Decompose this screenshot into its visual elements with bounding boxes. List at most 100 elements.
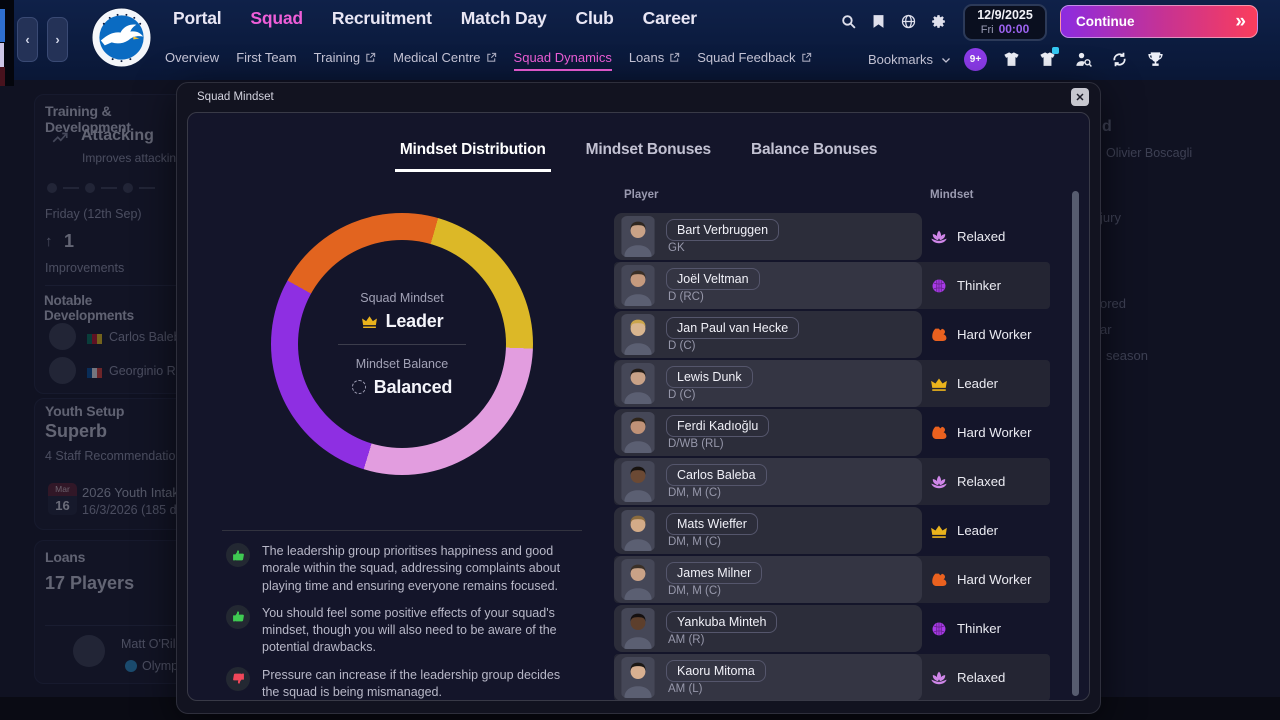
squad-alert-shirt-icon[interactable] [1035, 47, 1060, 72]
table-row[interactable]: James Milner DM, M (C) Hard Worker [614, 556, 1050, 603]
history-back-button[interactable]: ‹ [17, 17, 38, 62]
nav-item-squad[interactable]: Squad [250, 8, 303, 28]
game-date-box[interactable]: 12/9/2025 Fri 00:00 [963, 4, 1047, 41]
tab-mindset-distribution[interactable]: Mindset Distribution [394, 141, 551, 172]
history-forward-button[interactable]: › [47, 17, 68, 62]
gear-icon[interactable] [930, 13, 947, 30]
biceps-icon [930, 424, 948, 442]
player-name-pill: Bart Verbruggen [666, 219, 780, 241]
background-text-fragment: Olivier Boscagli [1106, 146, 1193, 160]
player-card: Lewis Dunk D (C) [614, 360, 922, 407]
panel-title: Youth Setup [45, 403, 125, 419]
bookmarks-dropdown[interactable]: Bookmarks [868, 52, 952, 67]
tab-mindset-bonuses[interactable]: Mindset Bonuses [585, 141, 712, 158]
intake-date: 16/3/2026 (185 d [82, 503, 177, 517]
note-text: Pressure can increase if the leadership … [262, 667, 561, 699]
table-row[interactable]: Jan Paul van Hecke D (C) Hard Worker [614, 311, 1050, 358]
table-row[interactable]: Mats Wieffer DM, M (C) Leader [614, 507, 1050, 554]
player-photo [621, 461, 655, 502]
table-row[interactable]: Kaoru Mitoma AM (L) Relaxed [614, 654, 1050, 700]
mindset-label: Thinker [957, 621, 1001, 636]
search-icon[interactable] [840, 13, 857, 30]
squad-shirt-icon[interactable] [999, 47, 1024, 72]
loans-count: 17 Players [45, 573, 135, 593]
up-arrow-icon: ↑ [45, 233, 53, 250]
subnav-item-first-team[interactable]: First Team [236, 50, 297, 65]
note-text: You should feel some positive effects of… [262, 605, 557, 655]
player-photo [621, 608, 655, 649]
globe-icon[interactable] [900, 13, 917, 30]
background-text-fragment: season [1106, 348, 1148, 363]
mindset-note: The leadership group prioritises happine… [226, 543, 578, 595]
close-button[interactable]: ✕ [1071, 88, 1089, 106]
mindset-note: You should feel some positive effects of… [226, 604, 578, 657]
nav-item-career[interactable]: Career [642, 8, 697, 28]
squad-mindset-dialog: Squad Mindset ✕ Mindset Distribution Mind… [176, 82, 1101, 714]
table-row[interactable]: Joël Veltman D (RC) Thinker [614, 262, 1050, 309]
intake-label: 2026 Youth Intake [82, 485, 186, 500]
player-name-pill: James Milner [666, 562, 763, 584]
balanced-circle-icon [351, 380, 366, 394]
crown-icon [930, 522, 948, 540]
divider [222, 530, 582, 531]
sync-icon[interactable] [1107, 47, 1132, 72]
subnav-item-loans[interactable]: Loans [629, 50, 680, 71]
player-name-pill: Mats Wieffer [666, 513, 758, 535]
training-focus-desc: Improves attacking [82, 151, 183, 165]
chevron-down-icon [940, 54, 952, 66]
inbox-count-badge[interactable]: 9+ [963, 47, 988, 72]
brain-icon [930, 620, 948, 638]
nav-item-portal[interactable]: Portal [173, 8, 222, 28]
table-row[interactable]: Yankuba Minteh AM (R) Thinker [614, 605, 1050, 652]
training-focus: Attacking [81, 127, 154, 144]
lotus-icon [930, 669, 948, 687]
bookmark-icon[interactable] [870, 13, 887, 30]
player-position: D (C) [668, 389, 696, 401]
subnav-item-medical-centre[interactable]: Medical Centre [393, 50, 496, 71]
table-row[interactable]: Lewis Dunk D (C) Leader [614, 360, 1050, 407]
improvements-count: 1 [64, 231, 75, 251]
player-name-pill: Carlos Baleba [666, 464, 767, 486]
loan-club: Olympiqu [142, 659, 185, 673]
crown-icon [361, 313, 378, 330]
player-name-pill: Ferdi Kadıoğlu [666, 415, 770, 437]
player-card: Mats Wieffer DM, M (C) [614, 507, 922, 554]
subnav-item-training[interactable]: Training [314, 50, 376, 71]
scouting-icon[interactable] [1071, 47, 1096, 72]
tab-balance-bonuses[interactable]: Balance Bonuses [750, 141, 878, 158]
subnav-item-squad-feedback[interactable]: Squad Feedback [697, 50, 811, 71]
player-photo [621, 559, 655, 600]
player-card: Kaoru Mitoma AM (L) [614, 654, 922, 700]
nav-item-match-day[interactable]: Match Day [460, 8, 547, 28]
table-row[interactable]: Carlos Baleba DM, M (C) Relaxed [614, 458, 1050, 505]
thumb-up-icon [226, 543, 250, 567]
biceps-icon [930, 326, 948, 344]
thumb-down-icon [226, 666, 250, 691]
mindset-note: Pressure can increase if the leadership … [226, 666, 578, 701]
table-row[interactable]: Ferdi Kadıoğlu D/WB (RL) Hard Worker [614, 409, 1050, 456]
lotus-icon [930, 228, 948, 246]
nav-item-recruitment[interactable]: Recruitment [331, 8, 432, 28]
double-chevron-right-icon: » [1235, 10, 1245, 32]
avatar [73, 635, 105, 667]
subnav-item-overview[interactable]: Overview [165, 50, 220, 65]
subnav-item-squad-dynamics[interactable]: Squad Dynamics [513, 50, 612, 71]
player-photo [621, 412, 655, 453]
bookmarks-bar: Bookmarks 9+ [868, 47, 1168, 72]
mindset-label: Hard Worker [957, 327, 1032, 342]
improvements-label: Improvements [45, 261, 125, 275]
table-row[interactable]: Bart Verbruggen GK Relaxed [614, 213, 1050, 260]
nav-item-club[interactable]: Club [575, 8, 614, 28]
mindset-label: Relaxed [957, 229, 1006, 244]
youth-setup-panel: Youth Setup Superb 4 Staff Recommendatio… [34, 398, 186, 530]
nation-flag-icon [87, 331, 102, 344]
mindset-balance-label: Mindset Balance [355, 356, 449, 371]
club-crest-logo[interactable] [91, 7, 152, 68]
continue-button[interactable]: Continue » [1060, 5, 1258, 38]
scrollbar-thumb[interactable] [1072, 191, 1079, 696]
calendar-icon: Mar 16 [48, 483, 77, 515]
column-header-player: Player [624, 189, 659, 201]
alert-dot [1052, 47, 1059, 54]
trophy-icon[interactable] [1143, 47, 1168, 72]
